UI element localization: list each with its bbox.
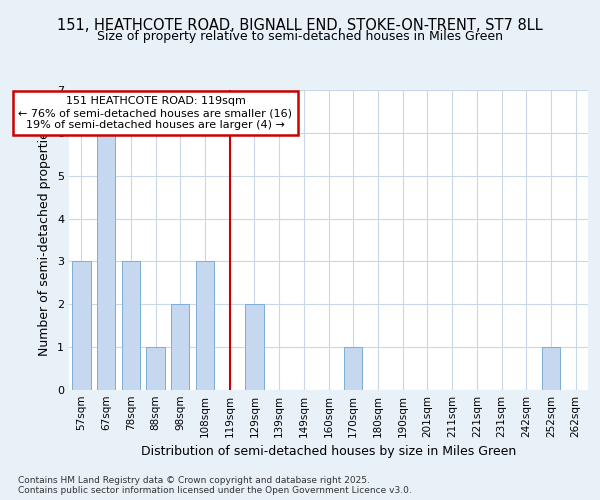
- Y-axis label: Number of semi-detached properties: Number of semi-detached properties: [38, 124, 52, 356]
- Text: Size of property relative to semi-detached houses in Miles Green: Size of property relative to semi-detach…: [97, 30, 503, 43]
- Bar: [146, 347, 165, 390]
- Bar: [122, 262, 140, 390]
- Bar: [196, 262, 214, 390]
- Text: 151, HEATHCOTE ROAD, BIGNALL END, STOKE-ON-TRENT, ST7 8LL: 151, HEATHCOTE ROAD, BIGNALL END, STOKE-…: [57, 18, 543, 32]
- Bar: [542, 347, 560, 390]
- Text: 151 HEATHCOTE ROAD: 119sqm
← 76% of semi-detached houses are smaller (16)
19% of: 151 HEATHCOTE ROAD: 119sqm ← 76% of semi…: [19, 96, 293, 130]
- Bar: [97, 133, 115, 390]
- X-axis label: Distribution of semi-detached houses by size in Miles Green: Distribution of semi-detached houses by …: [141, 446, 516, 458]
- Bar: [344, 347, 362, 390]
- Bar: [245, 304, 263, 390]
- Bar: [72, 262, 91, 390]
- Bar: [171, 304, 190, 390]
- Text: Contains HM Land Registry data © Crown copyright and database right 2025.
Contai: Contains HM Land Registry data © Crown c…: [18, 476, 412, 495]
